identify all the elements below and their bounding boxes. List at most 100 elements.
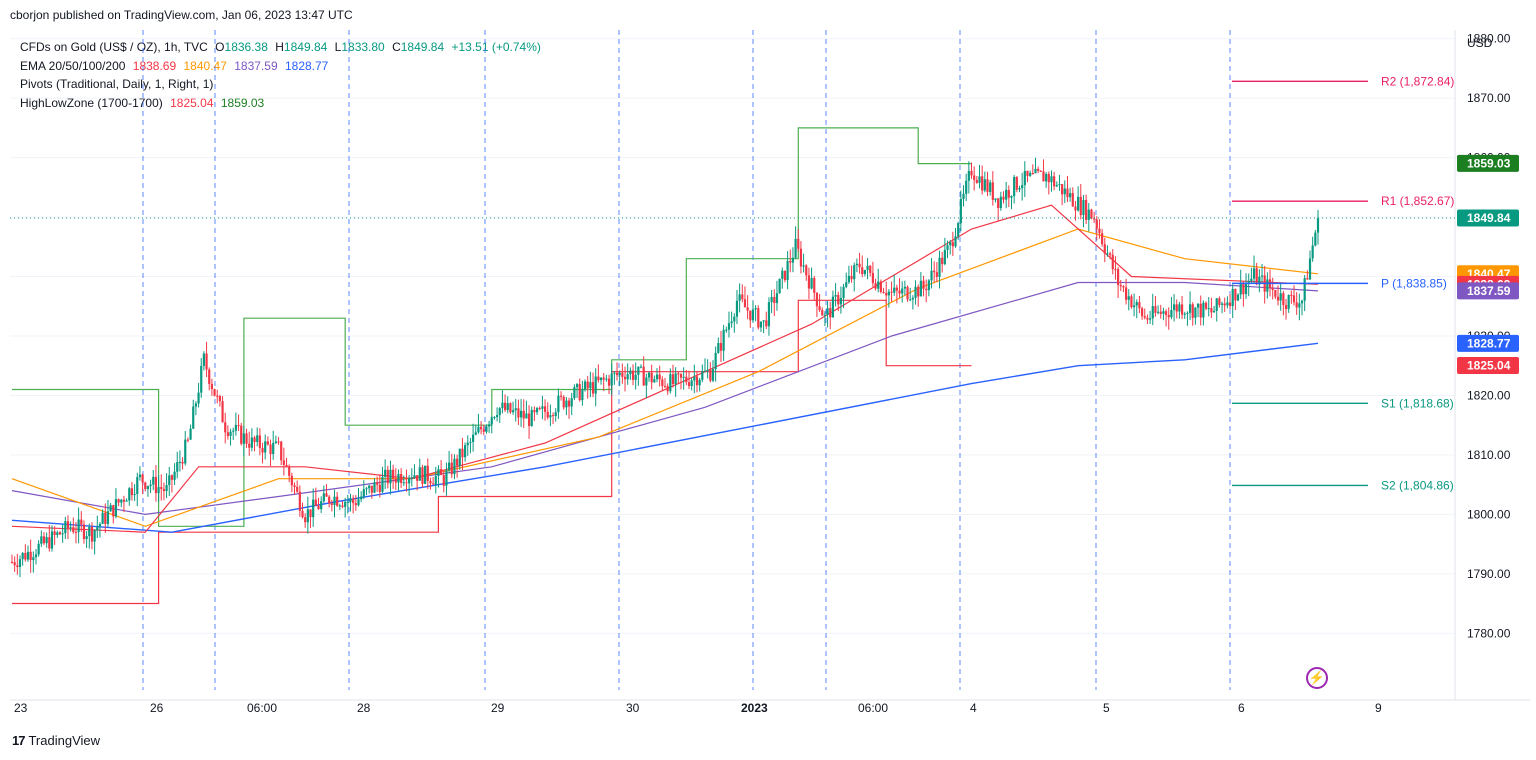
candle-body: [397, 474, 400, 483]
open-label: O: [215, 40, 225, 54]
candle-body: [746, 307, 749, 311]
legend-ema-row[interactable]: EMA 20/50/100/200 1838.69 1840.47 1837.5…: [20, 57, 545, 76]
candle-body: [1239, 282, 1242, 295]
candle-body: [93, 530, 96, 542]
candle-body: [1090, 209, 1093, 219]
candle-body: [1188, 304, 1192, 313]
candle-body: [1082, 200, 1085, 216]
candle-body: [277, 441, 280, 443]
candle-body: [96, 527, 99, 531]
candle-body: [845, 282, 848, 287]
candle-body: [1124, 287, 1128, 300]
candle-body: [805, 265, 808, 276]
candle-body: [973, 175, 976, 180]
price-tag-label: 1828.77: [1467, 336, 1511, 350]
candle-body: [930, 270, 933, 281]
candle-body: [184, 439, 187, 464]
candle-body: [610, 373, 613, 386]
candle-body: [453, 458, 456, 475]
candle-body: [386, 469, 389, 484]
candle-body: [408, 478, 411, 484]
candle-body: [98, 523, 102, 528]
candle-body: [543, 406, 547, 412]
candle-body: [450, 462, 453, 475]
candle-body: [1236, 294, 1240, 301]
candle-body: [751, 309, 755, 321]
candle-body: [642, 366, 645, 386]
candle-body: [735, 300, 739, 317]
candle-body: [1218, 298, 1221, 305]
candle-body: [975, 179, 978, 183]
candle-body: [133, 493, 136, 496]
pivot-label: R2 (1,872.84): [1381, 74, 1454, 88]
candle-body: [296, 486, 299, 492]
candle-body: [162, 488, 166, 491]
candle-body: [138, 474, 142, 478]
candle-body: [474, 432, 477, 435]
candle-body: [306, 509, 309, 523]
candle-body: [333, 496, 336, 505]
candle-body: [967, 170, 970, 181]
candle-body: [1037, 168, 1040, 171]
footer-brand[interactable]: 17 TradingView: [12, 733, 100, 748]
x-tick-label: 2023: [741, 701, 768, 715]
candle-body: [914, 286, 917, 298]
candle-body: [887, 291, 890, 296]
candle-body: [549, 415, 552, 418]
candle-body: [618, 372, 621, 376]
x-tick-label: 06:00: [247, 701, 277, 715]
candle-body: [242, 433, 245, 444]
candle-body: [1061, 184, 1064, 195]
candle-body: [682, 376, 685, 378]
candle-body: [898, 290, 901, 294]
candle-body: [224, 422, 227, 433]
y-tick-label: 1870.00: [1467, 91, 1511, 105]
candle-body: [1311, 245, 1314, 259]
candle-body: [575, 384, 579, 388]
candle-body: [866, 265, 869, 270]
candle-body: [213, 389, 216, 396]
symbol-name[interactable]: CFDs on Gold (US$ / OZ), 1h, TVC: [20, 40, 208, 54]
candle-body: [1306, 278, 1309, 280]
candle-body: [1007, 189, 1010, 198]
legend-pivots-row[interactable]: Pivots (Traditional, Daily, 1, Right, 1): [20, 75, 545, 94]
candle-body: [727, 323, 731, 330]
candle-body: [687, 382, 691, 387]
lightning-icon[interactable]: ⚡: [1306, 667, 1328, 689]
candle-body: [546, 411, 549, 418]
candle-body: [18, 559, 22, 567]
candle-body: [264, 441, 267, 453]
candle-body: [1207, 308, 1210, 310]
x-tick-label: 30: [626, 701, 640, 715]
candle-body: [623, 376, 627, 380]
candle-body: [823, 314, 827, 316]
x-tick-label: 6: [1238, 701, 1245, 715]
candle-body: [16, 565, 19, 567]
candle-body: [589, 382, 592, 389]
pivot-label: S2 (1,804.86): [1381, 478, 1454, 492]
candle-body: [839, 297, 843, 305]
candle-body: [863, 269, 866, 275]
candle-body: [935, 272, 938, 277]
candle-body: [802, 265, 805, 267]
candle-body: [218, 396, 221, 402]
price-tag-label: 1859.03: [1467, 156, 1511, 170]
ema200-line: [11, 342, 1319, 533]
candle-body: [181, 461, 184, 464]
candle-body: [1223, 303, 1226, 306]
candle-body: [101, 512, 104, 524]
candle-body: [503, 402, 507, 411]
candle-body: [29, 551, 32, 561]
candle-body: [831, 296, 835, 318]
legend-hlz-row[interactable]: HighLowZone (1700-1700) 1825.04 1859.03: [20, 94, 545, 113]
candle-body: [232, 430, 235, 432]
candle-body: [1154, 306, 1157, 313]
high-label: H: [275, 40, 284, 54]
candle-body: [1242, 282, 1245, 295]
candle-body: [1303, 278, 1306, 301]
candle-body: [1101, 233, 1104, 245]
candle-body: [416, 475, 419, 481]
candle-body: [229, 431, 232, 436]
candle-body: [677, 373, 680, 375]
